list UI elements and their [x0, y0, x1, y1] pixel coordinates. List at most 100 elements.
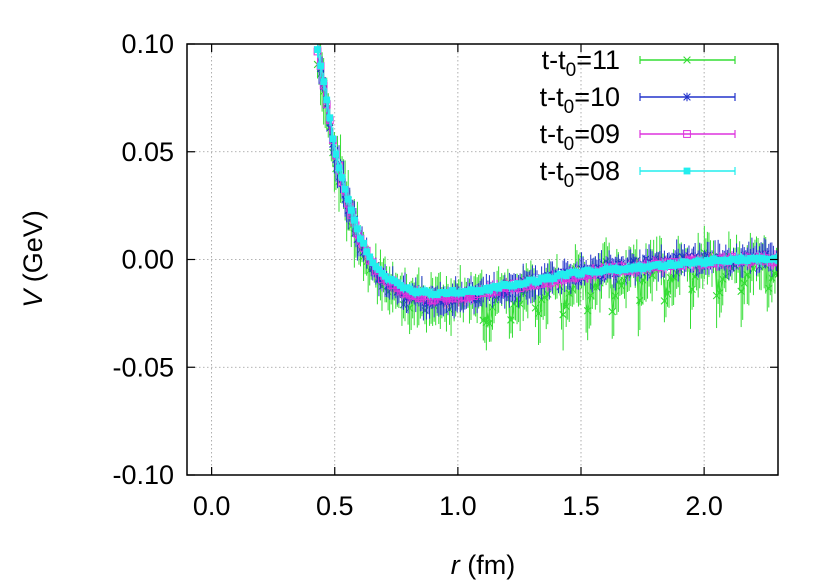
data-point — [338, 174, 346, 181]
legend-label-main: t-t — [540, 119, 564, 149]
data-point — [691, 272, 699, 281]
data-point — [344, 195, 352, 203]
data-point — [354, 225, 361, 233]
data-point — [663, 290, 672, 298]
data-point — [556, 283, 564, 291]
data-point — [583, 306, 592, 315]
legend-label-value: =10 — [574, 82, 620, 112]
data-point — [347, 206, 355, 214]
x-axis-label: r (fm) — [451, 550, 515, 580]
x-axis-variable: r — [451, 550, 461, 580]
data-point — [366, 253, 374, 261]
data-point — [323, 96, 331, 104]
data-point — [660, 297, 669, 305]
series-t-t0=08 — [314, 44, 778, 300]
data-point — [335, 164, 343, 172]
x-tick-label: 2.0 — [685, 491, 723, 521]
data-point — [688, 285, 696, 294]
data-point — [565, 289, 574, 297]
data-point — [774, 270, 778, 279]
y-axis-variable: V — [18, 287, 48, 308]
data-point — [357, 235, 364, 243]
data-point — [405, 304, 414, 312]
y-axis-unit: (GeV) — [18, 210, 48, 290]
data-point — [608, 307, 617, 316]
legend: t-t0=11t-t0=10t-t0=09t-t0=08 — [540, 45, 736, 192]
legend-label-t-t0=09: t-t0=09 — [540, 119, 620, 155]
data-point — [715, 288, 724, 297]
x-tick-label: 0.0 — [193, 491, 231, 521]
y-tick-label: 0.05 — [121, 137, 174, 167]
legend-marker — [683, 56, 691, 64]
data-point — [620, 276, 629, 285]
data-point — [326, 114, 334, 122]
legend-label-value: =09 — [574, 119, 620, 149]
data-point — [363, 248, 371, 256]
y-tick-label: -0.05 — [112, 352, 174, 382]
legend-label-t-t0=08: t-t0=08 — [540, 156, 620, 192]
data-point — [707, 259, 714, 267]
legend-label-main: t-t — [542, 45, 566, 75]
data-point — [765, 284, 773, 293]
legend-label-subscript: 0 — [566, 60, 577, 81]
y-tick-label: 0.00 — [121, 245, 174, 275]
data-point — [485, 319, 494, 328]
data-point — [774, 256, 778, 264]
data-point — [375, 266, 383, 273]
data-point — [737, 287, 745, 296]
legend-label-subscript: 0 — [564, 134, 575, 155]
data-point — [743, 270, 752, 279]
data-point — [507, 316, 515, 324]
data-point — [516, 300, 524, 308]
data-point — [590, 283, 598, 291]
data-point — [611, 292, 620, 300]
data-point — [617, 282, 626, 290]
data-point — [534, 309, 543, 318]
data-point — [568, 285, 577, 293]
data-point — [320, 78, 328, 86]
y-tick-label: -0.10 — [112, 460, 174, 490]
data-point — [768, 274, 776, 282]
legend-marker — [683, 167, 691, 175]
data-point — [350, 216, 358, 224]
x-tick-label: 1.5 — [562, 491, 600, 521]
x-tick-label: 0.5 — [316, 491, 354, 521]
data-point — [317, 62, 324, 70]
legend-label-t-t0=11: t-t0=11 — [542, 45, 620, 81]
legend-marker — [683, 130, 691, 138]
y-axis-label: V (GeV) — [18, 210, 48, 308]
legend-label-main: t-t — [540, 82, 564, 112]
legend-label-subscript: 0 — [564, 171, 575, 192]
legend-label-subscript: 0 — [564, 97, 575, 118]
legend-label-value: =11 — [576, 45, 620, 75]
legend-label-t-t0=10: t-t0=10 — [540, 82, 620, 118]
x-axis-unit: (fm) — [460, 550, 515, 580]
data-point — [648, 271, 656, 280]
data-point — [749, 265, 758, 273]
data-point — [535, 277, 542, 285]
data-point — [586, 291, 595, 300]
data-point — [491, 296, 500, 305]
data-point — [562, 302, 570, 311]
data-point — [559, 310, 567, 319]
data-point — [593, 283, 601, 292]
data-point — [329, 135, 337, 143]
x-tick-label: 1.0 — [439, 491, 477, 521]
data-point — [369, 259, 377, 267]
data-point — [513, 295, 521, 303]
data-point — [636, 296, 644, 305]
data-point — [639, 276, 647, 284]
data-point — [360, 239, 367, 247]
data-point — [543, 290, 552, 298]
data-point — [740, 279, 749, 288]
axis-ticks: 0.0 0.5 1.0 1.5 2.0 -0.10 -0.05 0.00 0.05 0.10 — [112, 29, 778, 521]
data-series — [313, 44, 778, 351]
legend-label-main: t-t — [540, 156, 564, 186]
data-point — [666, 273, 675, 282]
legend-marker — [683, 92, 691, 102]
data-point — [314, 46, 321, 53]
data-point — [341, 185, 349, 193]
data-point — [332, 150, 340, 158]
legend-label-value: =08 — [574, 156, 620, 186]
